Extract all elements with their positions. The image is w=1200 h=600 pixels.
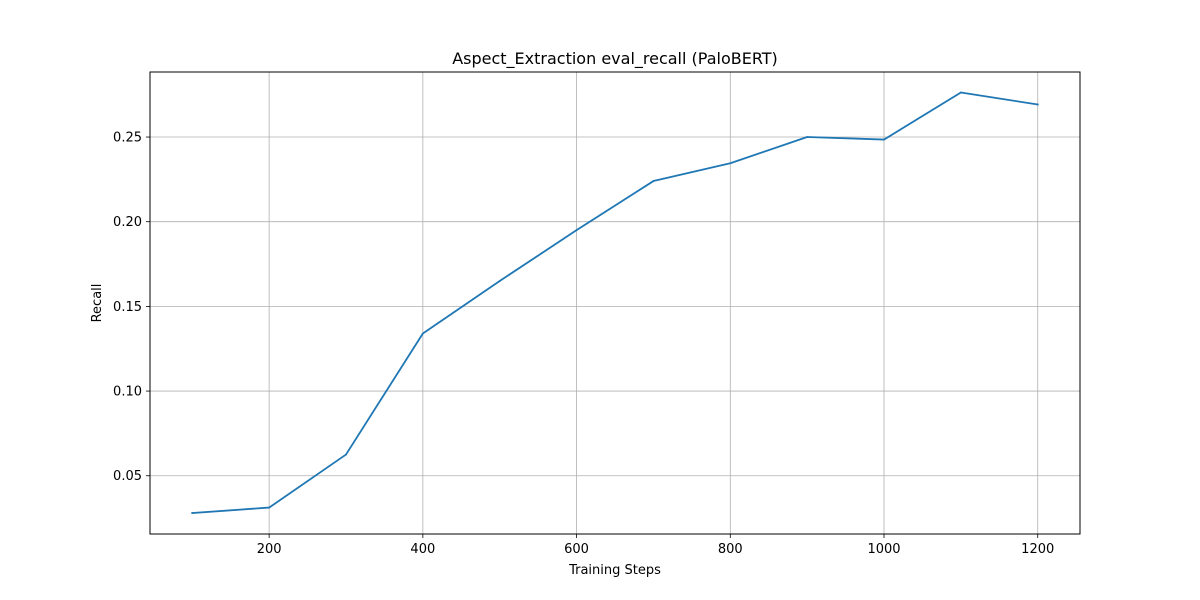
y-tick-label: 0.05 xyxy=(113,469,142,484)
series-layer xyxy=(191,91,1039,514)
data-point xyxy=(806,136,809,138)
plot-frame xyxy=(149,71,1081,535)
data-point xyxy=(729,162,732,165)
ticks xyxy=(146,136,1039,538)
data-point xyxy=(421,332,424,335)
x-tick-label: 600 xyxy=(564,542,589,557)
series-line xyxy=(191,91,1039,514)
x-tick-label: 1200 xyxy=(1021,542,1054,557)
data-point xyxy=(1036,103,1039,106)
data-point xyxy=(959,91,962,94)
y-tick-label: 0.20 xyxy=(113,215,142,230)
y-tick-label: 0.10 xyxy=(113,385,142,400)
data-point xyxy=(345,453,347,456)
data-point xyxy=(652,180,655,182)
x-tick-label: 200 xyxy=(257,542,282,557)
data-point xyxy=(498,280,501,282)
y-tick-label: 0.15 xyxy=(113,300,142,315)
x-tick-label: 800 xyxy=(718,542,743,557)
data-point xyxy=(191,512,194,514)
plot-area xyxy=(150,72,1080,534)
x-tick-label: 1000 xyxy=(867,542,900,557)
data-point xyxy=(883,138,885,141)
y-tick-labels: 0.05 0.10 0.15 0.20 0.25 xyxy=(113,131,142,485)
data-point xyxy=(268,506,271,509)
grid xyxy=(150,72,1080,534)
data-point xyxy=(575,229,578,232)
y-tick-label: 0.25 xyxy=(113,131,142,146)
chart-title: Aspect_Extraction eval_recall (PaloBERT) xyxy=(452,49,778,69)
x-tick-labels: 200 400 600 800 1000 1200 xyxy=(257,542,1055,557)
x-axis-title: Training Steps xyxy=(568,563,661,578)
y-axis-title: Recall xyxy=(90,284,105,323)
x-tick-label: 400 xyxy=(410,542,435,557)
